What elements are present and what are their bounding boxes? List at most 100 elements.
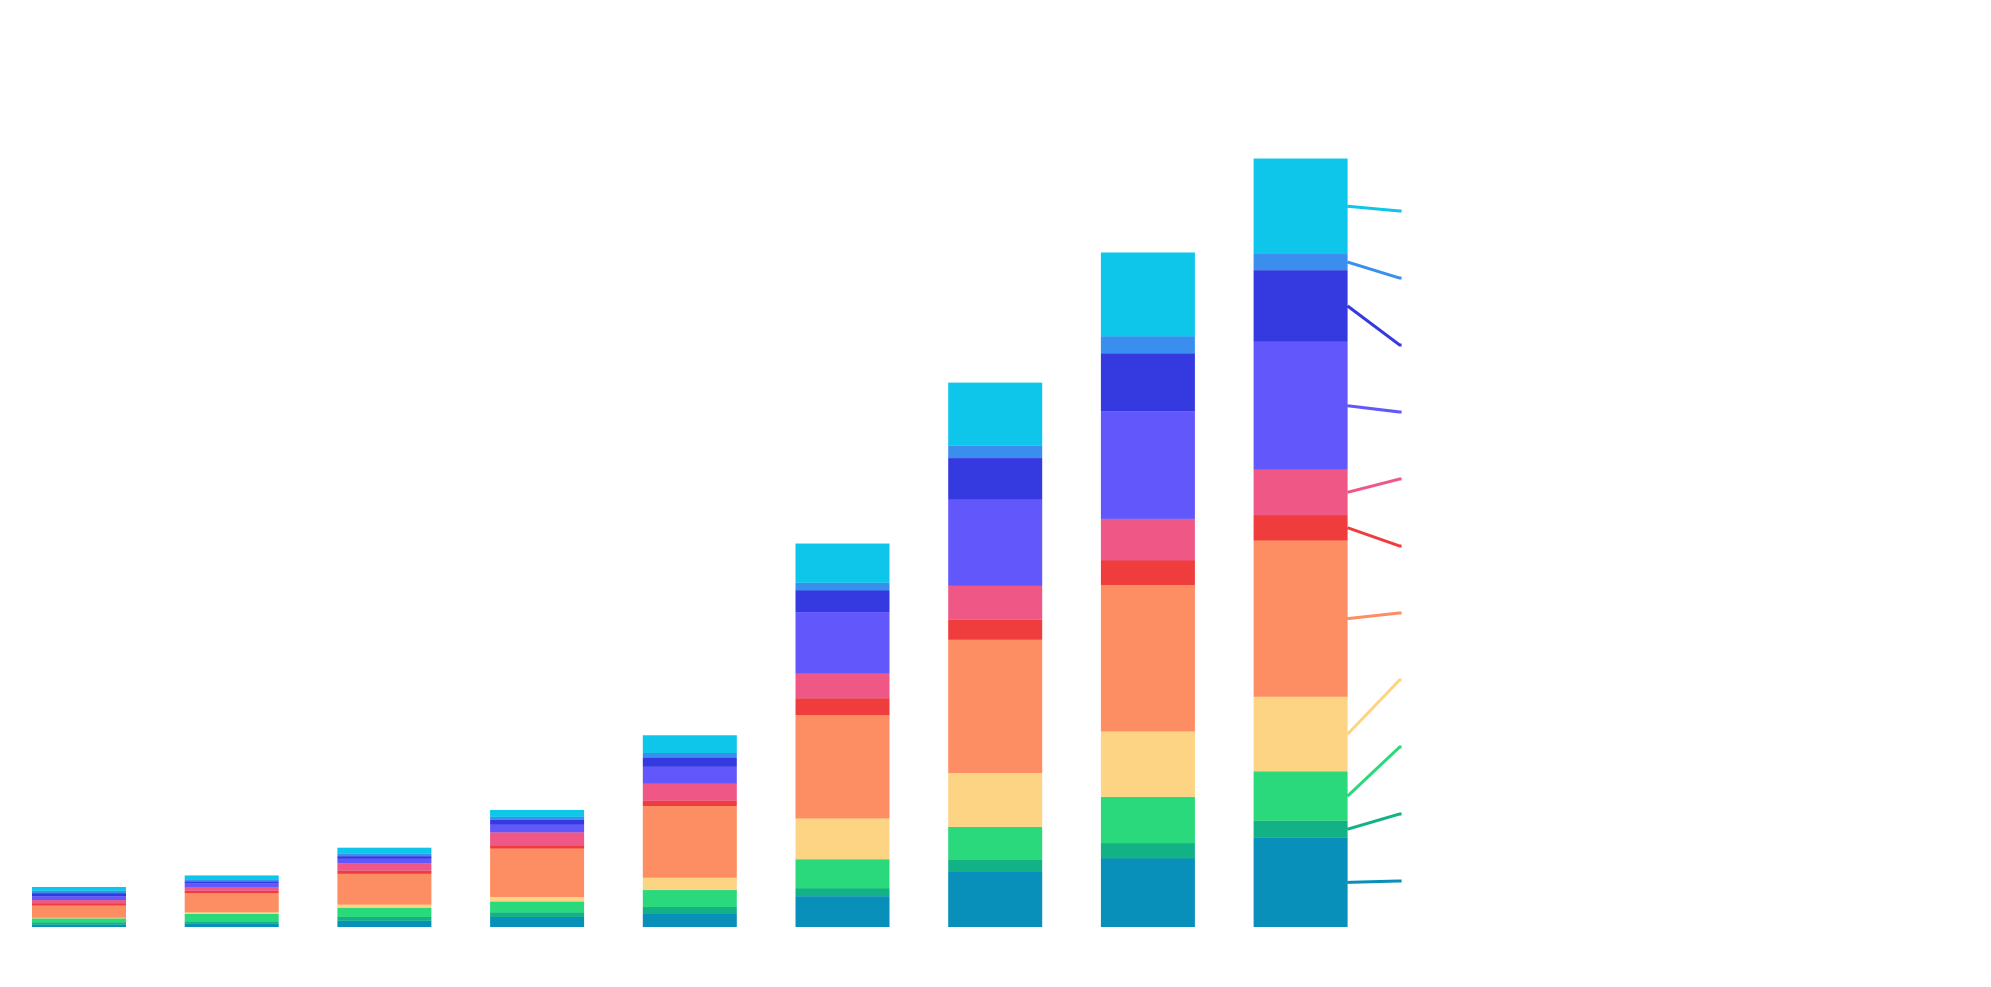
bar-segment (1253, 469, 1348, 516)
bar-segment (337, 863, 432, 871)
leader-line (1347, 404, 1402, 414)
bar-segment (795, 715, 890, 819)
bar-segment (948, 458, 1043, 500)
bar-segment (490, 848, 585, 897)
bar-segment (642, 913, 737, 927)
bar-segment (184, 875, 279, 880)
bar-segment (948, 871, 1043, 927)
bar-segment (1100, 411, 1195, 519)
bar-segment (32, 893, 126, 897)
leader-lines (1346, 204, 1402, 884)
bar-segment (948, 585, 1043, 620)
bar-segment (337, 853, 432, 857)
bar-segment (1253, 696, 1348, 772)
bar-segment (642, 877, 737, 891)
bar-segment (948, 445, 1043, 459)
bar-segment (184, 881, 279, 884)
bar-segment (337, 907, 432, 917)
bar-segment (795, 590, 890, 613)
bar-segment (1253, 837, 1348, 927)
bar-segment (948, 639, 1043, 773)
bar-segment (32, 924, 126, 927)
bar-segment (32, 900, 126, 904)
bar-segment (490, 816, 585, 820)
bar-segment (1100, 585, 1195, 732)
bar-segment (795, 818, 890, 860)
bar-stack-9 (1253, 158, 1348, 927)
bar-segment (1253, 515, 1348, 541)
bar-segment (490, 819, 585, 825)
bar-segment (948, 619, 1043, 640)
bar-segment (795, 673, 890, 699)
bar-segment (642, 890, 737, 907)
bar-segment (490, 916, 585, 927)
bar-segment (642, 766, 737, 784)
leader-line (1347, 526, 1402, 548)
bar-segment (795, 859, 890, 889)
bar-segment (337, 873, 432, 905)
bar-segment (184, 890, 279, 894)
bar-segment (32, 922, 126, 925)
bar-segment (642, 806, 737, 878)
bar-segment (1100, 858, 1195, 927)
bar-segment (184, 913, 279, 922)
bar-stack-6 (795, 543, 890, 927)
bar-segment (795, 543, 890, 583)
bar-segment (32, 886, 126, 891)
bar-segment (337, 916, 432, 921)
leader-line (1346, 304, 1402, 347)
bar-stack-5 (642, 735, 737, 927)
bar-segment (490, 845, 585, 849)
bar-segment (1253, 270, 1348, 342)
leader-line (1347, 611, 1402, 621)
bar-segment (32, 918, 126, 923)
bar-segment (1100, 796, 1195, 844)
bar-segment (1253, 820, 1348, 838)
bar-segment (642, 752, 737, 758)
bar-segment (184, 893, 279, 913)
bar-segment (337, 856, 432, 859)
bar-segment (490, 832, 585, 846)
leader-line (1347, 204, 1402, 213)
bar-stack-4 (490, 809, 585, 927)
leader-line (1346, 678, 1402, 736)
bar-stack-7 (948, 382, 1043, 927)
bar-segment (490, 896, 585, 902)
bar-segment (337, 870, 432, 874)
bar-segment (795, 888, 890, 897)
bar-segment (1253, 771, 1348, 821)
bar-stack-3 (337, 847, 432, 927)
bar-segment (184, 912, 279, 914)
bar-segment (184, 883, 279, 887)
bar-segment (1253, 254, 1348, 271)
bar-segment (795, 896, 890, 927)
bar-stack-1 (32, 886, 126, 927)
bar-segment (642, 783, 737, 801)
leader-line (1347, 812, 1402, 831)
bar-segment (1100, 353, 1195, 412)
bar-segment (948, 826, 1043, 861)
bar-segment (32, 896, 126, 901)
bar-segment (32, 903, 126, 906)
bar-segment (948, 382, 1043, 446)
bar-segment (184, 921, 279, 924)
bar-segment (948, 499, 1043, 586)
bar-segment (795, 582, 890, 591)
bar-segment (337, 847, 432, 854)
bar-segment (490, 901, 585, 913)
bar-segment (948, 860, 1043, 872)
bar-segment (337, 904, 432, 908)
bar-segment (795, 612, 890, 674)
bar-segment (32, 905, 126, 918)
bar-segment (1253, 341, 1348, 470)
bar-segment (490, 809, 585, 817)
bar-segment (337, 920, 432, 927)
bar-segment (337, 858, 432, 864)
bar-segment (1100, 843, 1195, 859)
bar-stack-2 (184, 875, 279, 927)
bar-segment (490, 912, 585, 917)
leader-line (1347, 879, 1402, 884)
bar-segment (184, 886, 279, 891)
